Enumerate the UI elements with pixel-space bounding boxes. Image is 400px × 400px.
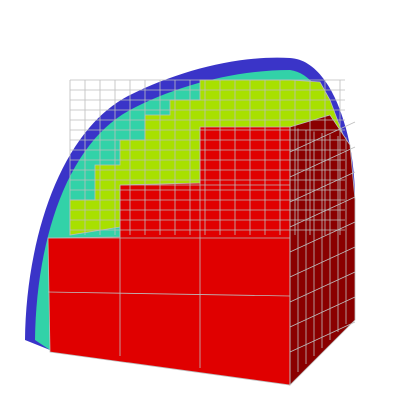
side-grid-line (289, 271, 356, 303)
side-grid-line (289, 196, 356, 228)
red-grid-line (47, 291, 291, 297)
side-grid-line (289, 221, 356, 253)
side-grid-line (289, 121, 356, 153)
side-grid-line (289, 246, 356, 278)
mesh-grid-lines (47, 79, 356, 385)
side-grid-line (289, 296, 356, 328)
side-grid-line (289, 146, 356, 178)
red-block-side-face (289, 114, 356, 386)
side-grid-line (289, 321, 356, 353)
side-grid-line (289, 171, 356, 203)
